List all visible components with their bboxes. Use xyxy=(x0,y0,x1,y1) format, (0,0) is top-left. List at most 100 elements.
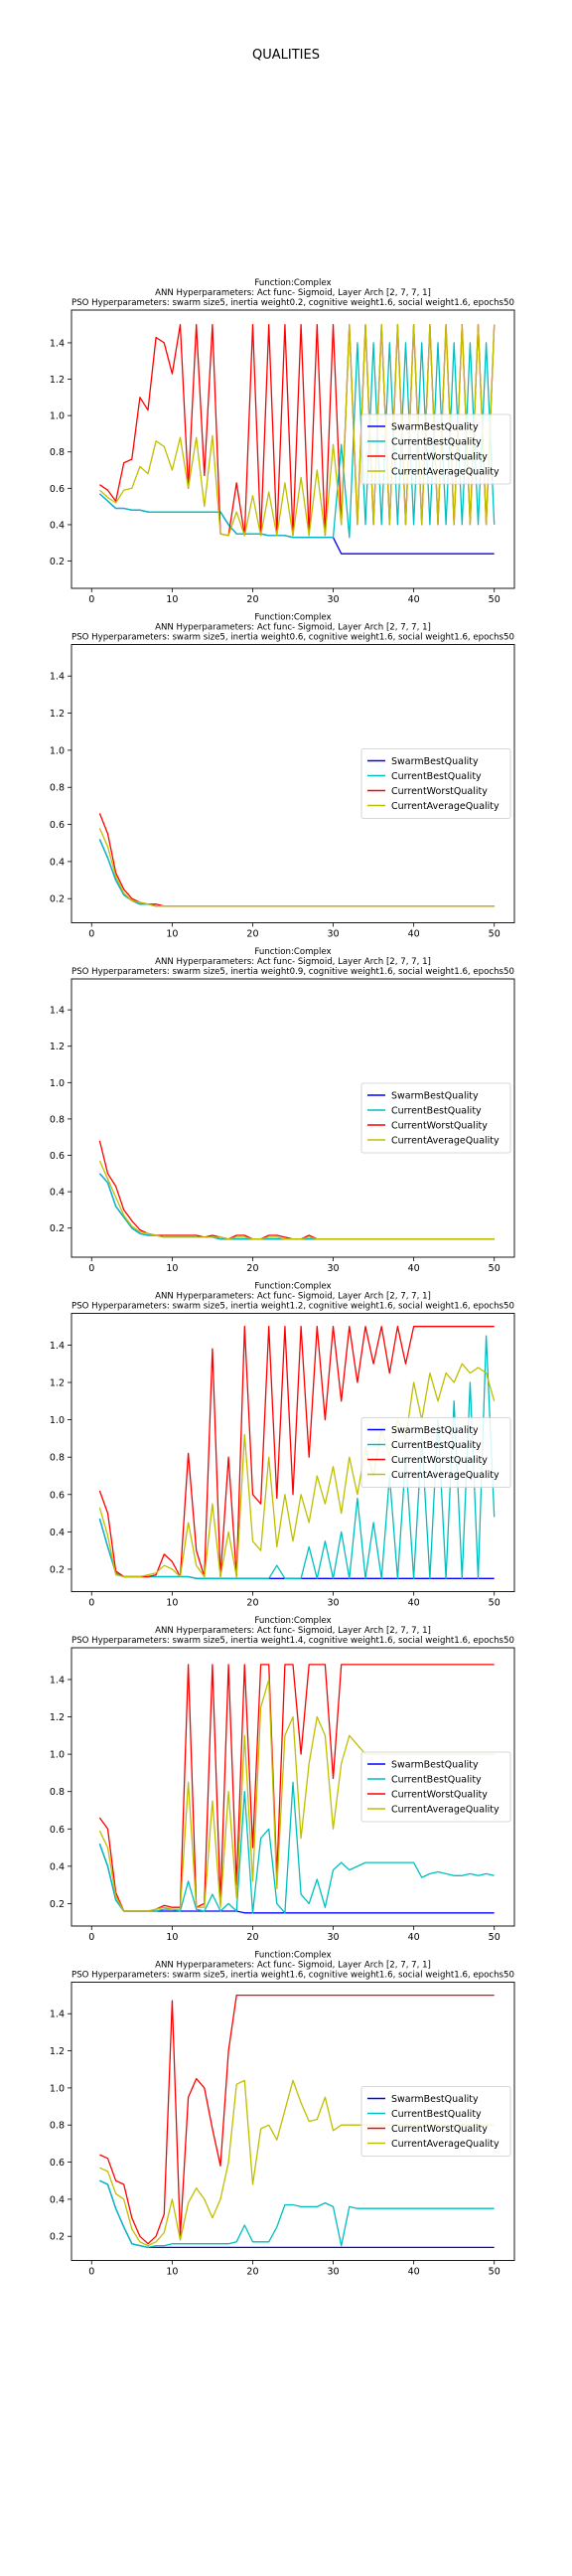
x-tick-label: 50 xyxy=(489,594,500,605)
chart-title-line: ANN Hyperparameters: Act func- Sigmoid, … xyxy=(155,957,431,967)
series-line-SwarmBestQuality xyxy=(99,1174,494,1239)
x-tick-label: 40 xyxy=(408,1932,420,1943)
series-line-CurrentAverageQuality xyxy=(99,828,494,905)
y-tick-label: 0.4 xyxy=(50,857,65,868)
legend-label: CurrentWorstQuality xyxy=(391,1790,488,1801)
legend-label: CurrentWorstQuality xyxy=(391,452,488,463)
legend-label: CurrentAverageQuality xyxy=(391,467,500,478)
y-tick-label: 1.4 xyxy=(50,1675,65,1686)
series-line-SwarmBestQuality xyxy=(99,840,494,906)
series-line-CurrentBestQuality xyxy=(99,840,494,906)
y-tick-label: 0.8 xyxy=(50,2121,65,2132)
y-tick-label: 0.6 xyxy=(50,1151,65,1162)
x-tick-label: 20 xyxy=(246,1263,258,1274)
legend-label: SwarmBestQuality xyxy=(391,2094,479,2105)
legend-label: CurrentBestQuality xyxy=(391,1106,482,1117)
legend-label: CurrentAverageQuality xyxy=(391,1470,500,1481)
y-tick-label: 0.2 xyxy=(50,2232,65,2243)
chart-title-line: Function:Complex xyxy=(254,1282,331,1292)
x-tick-label: 30 xyxy=(327,1263,339,1274)
legend-label: CurrentBestQuality xyxy=(391,2109,482,2120)
y-tick-label: 0.6 xyxy=(50,820,65,831)
chart-title-line: PSO Hyperparameters: swarm size5, inerti… xyxy=(72,1636,514,1646)
legend-label: SwarmBestQuality xyxy=(391,1760,479,1771)
y-tick-label: 0.2 xyxy=(50,894,65,905)
chart-title-line: Function:Complex xyxy=(254,947,331,957)
legend-label: CurrentWorstQuality xyxy=(391,2124,488,2135)
chart-title-line: PSO Hyperparameters: swarm size5, inerti… xyxy=(72,298,514,308)
x-tick-label: 10 xyxy=(166,929,178,940)
legend-label: CurrentAverageQuality xyxy=(391,1136,500,1147)
x-tick-label: 10 xyxy=(166,1932,178,1943)
legend-label: CurrentWorstQuality xyxy=(391,1121,488,1132)
x-tick-label: 20 xyxy=(246,929,258,940)
y-tick-label: 1.0 xyxy=(50,745,65,756)
legend-label: CurrentWorstQuality xyxy=(391,1455,488,1466)
y-tick-label: 0.6 xyxy=(50,2158,65,2169)
legend-label: SwarmBestQuality xyxy=(391,422,479,433)
chart-2: Function:ComplexANN Hyperparameters: Act… xyxy=(50,613,514,940)
chart-title-line: Function:Complex xyxy=(254,278,331,288)
y-tick-label: 1.4 xyxy=(50,338,65,349)
x-tick-label: 10 xyxy=(166,2267,178,2278)
y-tick-label: 1.0 xyxy=(50,1078,65,1089)
legend-label: SwarmBestQuality xyxy=(391,1091,479,1102)
chart-title-line: PSO Hyperparameters: swarm size5, inerti… xyxy=(72,1302,514,1312)
chart-title-line: ANN Hyperparameters: Act func- Sigmoid, … xyxy=(155,1961,431,1971)
y-tick-label: 0.6 xyxy=(50,484,65,495)
chart-title-line: ANN Hyperparameters: Act func- Sigmoid, … xyxy=(155,1292,431,1302)
chart-title-line: PSO Hyperparameters: swarm size5, inerti… xyxy=(72,1971,514,1981)
x-tick-label: 40 xyxy=(408,929,420,940)
chart-title-line: Function:Complex xyxy=(254,1616,331,1626)
y-tick-label: 0.4 xyxy=(50,520,65,531)
x-tick-label: 30 xyxy=(327,929,339,940)
x-tick-label: 20 xyxy=(246,1932,258,1943)
y-tick-label: 1.0 xyxy=(50,2083,65,2094)
chart-title-line: Function:Complex xyxy=(254,613,331,623)
series-line-CurrentAverageQuality xyxy=(99,1161,494,1239)
x-tick-label: 40 xyxy=(408,1598,420,1609)
x-tick-label: 0 xyxy=(88,594,94,605)
chart-title-line: Function:Complex xyxy=(254,1951,331,1961)
y-tick-label: 1.4 xyxy=(50,672,65,683)
x-tick-label: 40 xyxy=(408,594,420,605)
y-tick-label: 0.4 xyxy=(50,1528,65,1538)
series-line-CurrentBestQuality xyxy=(99,2180,494,2247)
x-tick-label: 50 xyxy=(489,1263,500,1274)
legend-label: CurrentAverageQuality xyxy=(391,2139,500,2150)
chart-title-line: ANN Hyperparameters: Act func- Sigmoid, … xyxy=(155,623,431,633)
x-tick-label: 50 xyxy=(489,929,500,940)
y-tick-label: 0.4 xyxy=(50,1188,65,1199)
x-tick-label: 0 xyxy=(88,1263,94,1274)
x-tick-label: 30 xyxy=(327,594,339,605)
legend-label: CurrentBestQuality xyxy=(391,1775,482,1786)
x-tick-label: 0 xyxy=(88,1598,94,1609)
series-line-SwarmBestQuality xyxy=(99,2180,494,2247)
y-tick-label: 0.8 xyxy=(50,1787,65,1798)
x-tick-label: 0 xyxy=(88,1932,94,1943)
y-tick-label: 1.2 xyxy=(50,2046,65,2057)
x-tick-label: 0 xyxy=(88,2267,94,2278)
y-tick-label: 0.8 xyxy=(50,447,65,458)
y-tick-label: 0.2 xyxy=(50,1564,65,1575)
legend-label: CurrentWorstQuality xyxy=(391,786,488,797)
y-tick-label: 0.6 xyxy=(50,1490,65,1501)
y-tick-label: 0.2 xyxy=(50,1899,65,1910)
legend-label: CurrentAverageQuality xyxy=(391,1805,500,1816)
series-line-SwarmBestQuality xyxy=(99,1844,494,1913)
x-tick-label: 50 xyxy=(489,1932,500,1943)
y-tick-label: 1.4 xyxy=(50,2010,65,2020)
y-tick-label: 0.4 xyxy=(50,2194,65,2205)
series-line-CurrentWorstQuality xyxy=(99,813,494,905)
y-tick-label: 1.2 xyxy=(50,1042,65,1052)
y-tick-label: 1.2 xyxy=(50,1378,65,1389)
chart-title-line: ANN Hyperparameters: Act func- Sigmoid, … xyxy=(155,1626,431,1636)
x-tick-label: 30 xyxy=(327,1932,339,1943)
x-tick-label: 0 xyxy=(88,929,94,940)
y-tick-label: 1.2 xyxy=(50,375,65,386)
y-tick-label: 1.0 xyxy=(50,1750,65,1761)
